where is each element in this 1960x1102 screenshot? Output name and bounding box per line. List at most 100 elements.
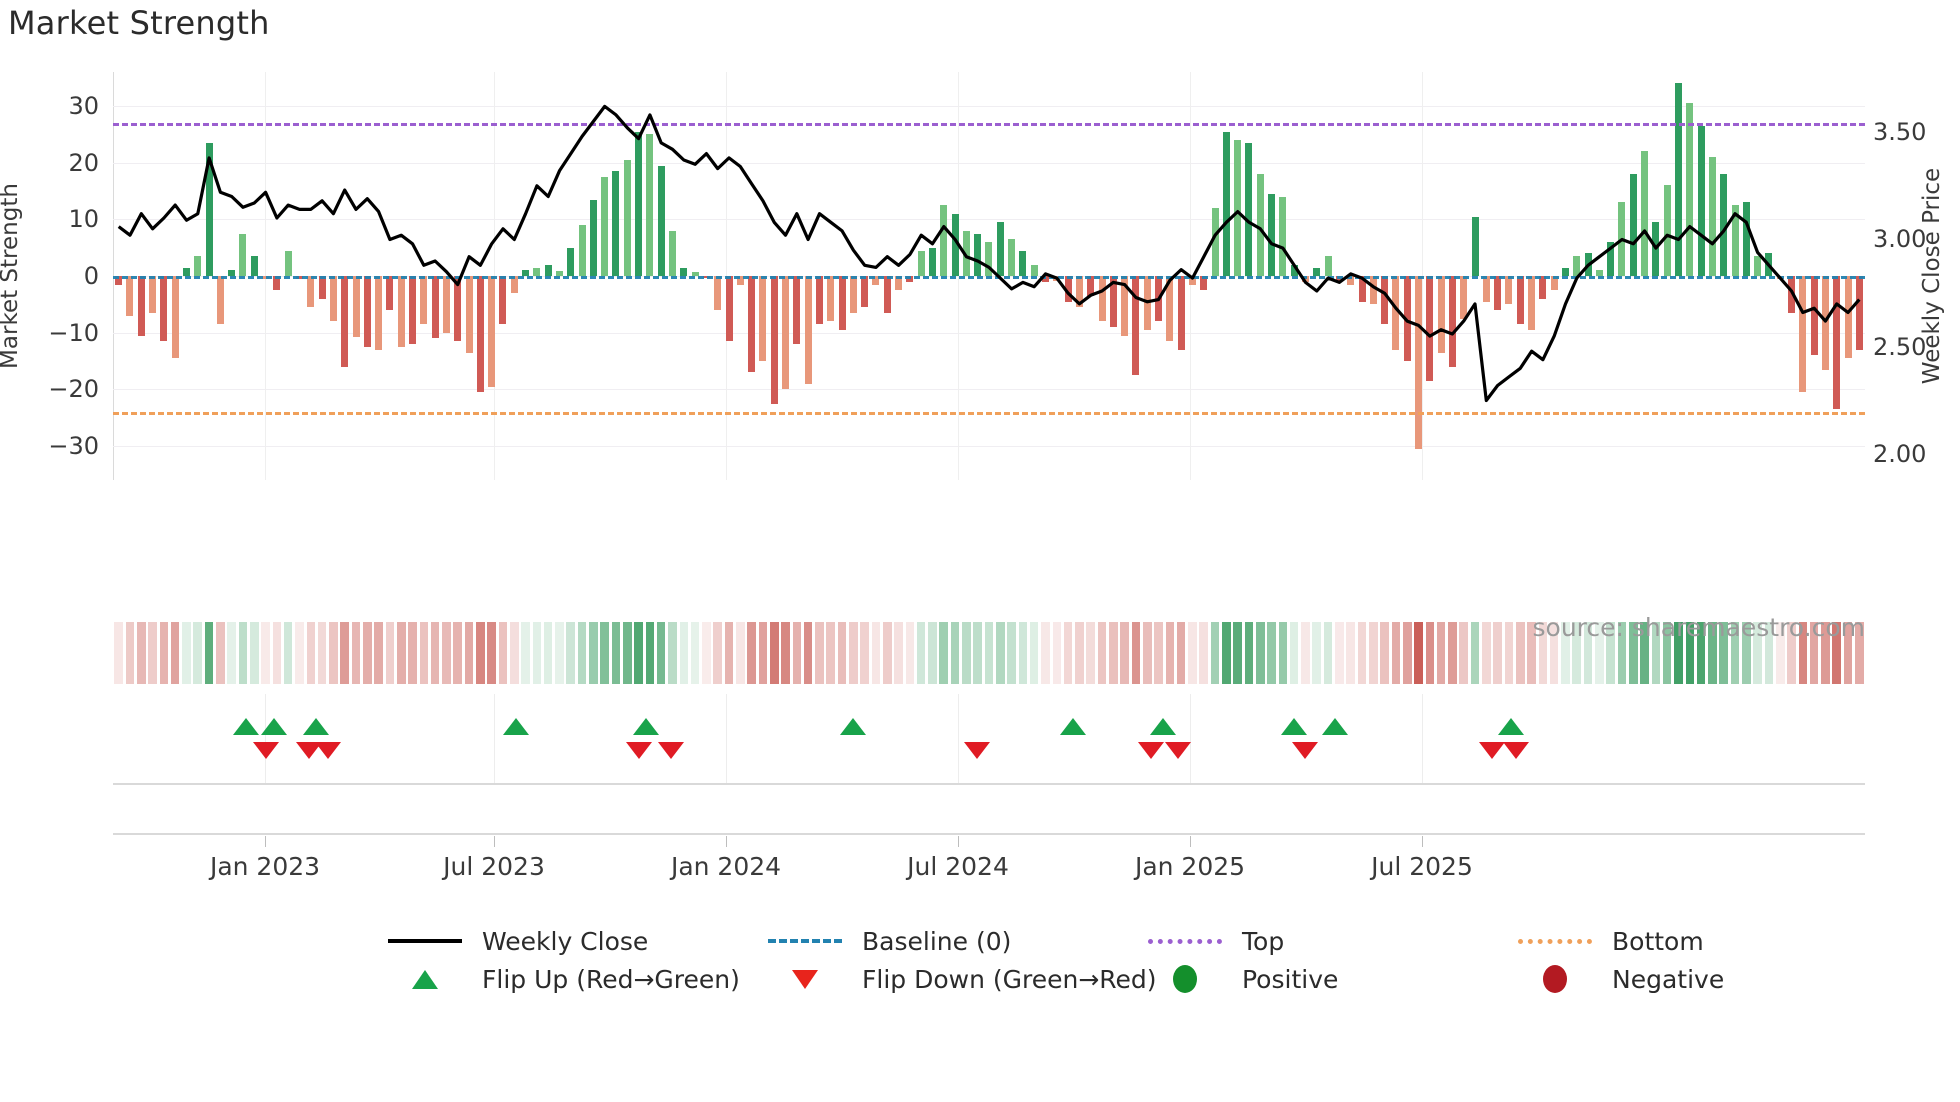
source-note: source: sharemaestro.com bbox=[1532, 613, 1866, 642]
strength-bar bbox=[1550, 276, 1558, 291]
legend-item[interactable]: Top bbox=[1142, 918, 1284, 964]
strength-bar bbox=[827, 276, 835, 322]
heatmap-cell bbox=[1696, 622, 1706, 684]
strength-bar bbox=[1008, 239, 1016, 276]
heatmap-cell bbox=[905, 622, 915, 684]
heatmap-cell bbox=[1267, 622, 1276, 684]
heatmap-cell bbox=[736, 622, 745, 684]
flip-down-marker bbox=[964, 742, 990, 759]
heatmap-cell bbox=[837, 622, 847, 684]
strength-bar bbox=[1708, 157, 1716, 276]
heatmap-cell bbox=[1527, 622, 1536, 684]
heatmap-cell bbox=[792, 622, 802, 684]
heatmap-cell bbox=[928, 622, 937, 684]
strength-bar bbox=[465, 276, 473, 353]
strength-bar bbox=[1166, 276, 1174, 342]
strength-bar bbox=[1369, 276, 1377, 305]
heatmap-cell bbox=[476, 622, 485, 684]
flipband-vgridline-2 bbox=[726, 694, 727, 784]
heatmap-cell bbox=[487, 622, 496, 684]
strength-bar bbox=[1381, 276, 1389, 325]
strength-bar bbox=[1629, 174, 1637, 276]
heatmap-cell bbox=[1335, 622, 1344, 684]
strength-bar bbox=[431, 276, 439, 339]
heatmap-cell bbox=[871, 622, 881, 684]
strength-bar bbox=[329, 276, 337, 322]
flip-down-marker bbox=[658, 742, 684, 759]
heatmap-cell bbox=[249, 622, 259, 684]
y-tick-left-5: −20 bbox=[48, 375, 99, 404]
strength-bar bbox=[137, 276, 145, 336]
legend-item[interactable]: Flip Down (Green→Red) bbox=[762, 956, 1157, 1002]
heatmap-cell bbox=[408, 622, 417, 684]
strength-bar bbox=[1810, 276, 1818, 356]
y-tick-right-1: 3.00 bbox=[1873, 225, 1927, 254]
heatmap-cell bbox=[498, 622, 508, 684]
strength-bar bbox=[1313, 267, 1321, 276]
strength-bar bbox=[126, 276, 134, 316]
heatmap-cell bbox=[204, 622, 214, 684]
strength-bar bbox=[1674, 83, 1682, 276]
heatmap-cell bbox=[645, 622, 655, 684]
heatmap-cell bbox=[1549, 622, 1559, 684]
heatmap-cell bbox=[1188, 622, 1197, 684]
strength-bar bbox=[1109, 276, 1117, 327]
heatmap-cell bbox=[1504, 622, 1514, 684]
legend-label: Top bbox=[1242, 926, 1285, 956]
strength-bar bbox=[962, 230, 970, 276]
legend-item[interactable]: Bottom bbox=[1512, 918, 1704, 964]
legend-item[interactable]: Baseline (0) bbox=[762, 918, 1011, 964]
strength-bar bbox=[1019, 250, 1027, 276]
strength-bar bbox=[318, 276, 326, 299]
heatmap-cell bbox=[702, 622, 711, 684]
strength-bar bbox=[1607, 242, 1615, 276]
heatmap-cell bbox=[860, 622, 869, 684]
strength-bar bbox=[1516, 276, 1524, 325]
y-tick-left-2: 10 bbox=[68, 205, 99, 234]
heatmap-cell bbox=[114, 622, 123, 684]
heatmap-cell bbox=[849, 622, 858, 684]
heatmap-cell bbox=[1402, 622, 1412, 684]
heatmap-cell bbox=[1346, 622, 1355, 684]
strength-bar bbox=[420, 276, 428, 325]
legend-item[interactable]: Negative bbox=[1512, 956, 1724, 1002]
strength-bar bbox=[250, 256, 258, 276]
x-tick-label-5: Jul 2025 bbox=[1371, 852, 1473, 881]
heatmap-cell bbox=[1628, 622, 1638, 684]
legend-swatch bbox=[382, 964, 468, 994]
heatmap-cell bbox=[329, 622, 338, 684]
heatmap-cell bbox=[589, 622, 598, 684]
legend-swatch bbox=[382, 926, 468, 956]
gridline-1 bbox=[113, 162, 1865, 164]
x-tick-mark-0 bbox=[265, 836, 266, 847]
flip-down-marker bbox=[315, 742, 341, 759]
strength-bar bbox=[1098, 276, 1106, 322]
heatmap-cell bbox=[430, 622, 440, 684]
legend-item[interactable]: Flip Up (Red→Green) bbox=[382, 956, 740, 1002]
strength-bar bbox=[725, 276, 733, 342]
circle-darkred-icon bbox=[1543, 965, 1567, 993]
legend-item[interactable]: Positive bbox=[1142, 956, 1338, 1002]
heatmap-cell bbox=[1142, 622, 1152, 684]
strength-bar bbox=[804, 276, 812, 384]
strength-bar bbox=[657, 165, 665, 276]
heatmap-cell bbox=[1369, 622, 1378, 684]
heatmap-cell bbox=[668, 622, 677, 684]
x-tick-mark-3 bbox=[958, 836, 959, 847]
x-tick-label-1: Jul 2023 bbox=[443, 852, 545, 881]
heatmap-cell bbox=[1199, 622, 1209, 684]
strength-bar bbox=[284, 250, 292, 276]
legend-label: Flip Up (Red→Green) bbox=[482, 964, 740, 994]
y-tick-left-1: 20 bbox=[68, 148, 99, 177]
y-tick-left-4: −10 bbox=[48, 318, 99, 347]
line-dashed-blue-icon bbox=[768, 939, 842, 943]
strength-bar bbox=[1064, 276, 1072, 302]
legend-item[interactable]: Weekly Close bbox=[382, 918, 648, 964]
flip-down-marker bbox=[1165, 742, 1191, 759]
chart-legend: Weekly Close Baseline (0) Top Bottom Flip Up… bbox=[0, 918, 1960, 1028]
legend-label: Weekly Close bbox=[482, 926, 649, 956]
strength-bar bbox=[1188, 276, 1196, 285]
heatmap-cell bbox=[1041, 622, 1050, 684]
strength-bar bbox=[182, 267, 190, 276]
heatmap-cell bbox=[261, 622, 270, 684]
